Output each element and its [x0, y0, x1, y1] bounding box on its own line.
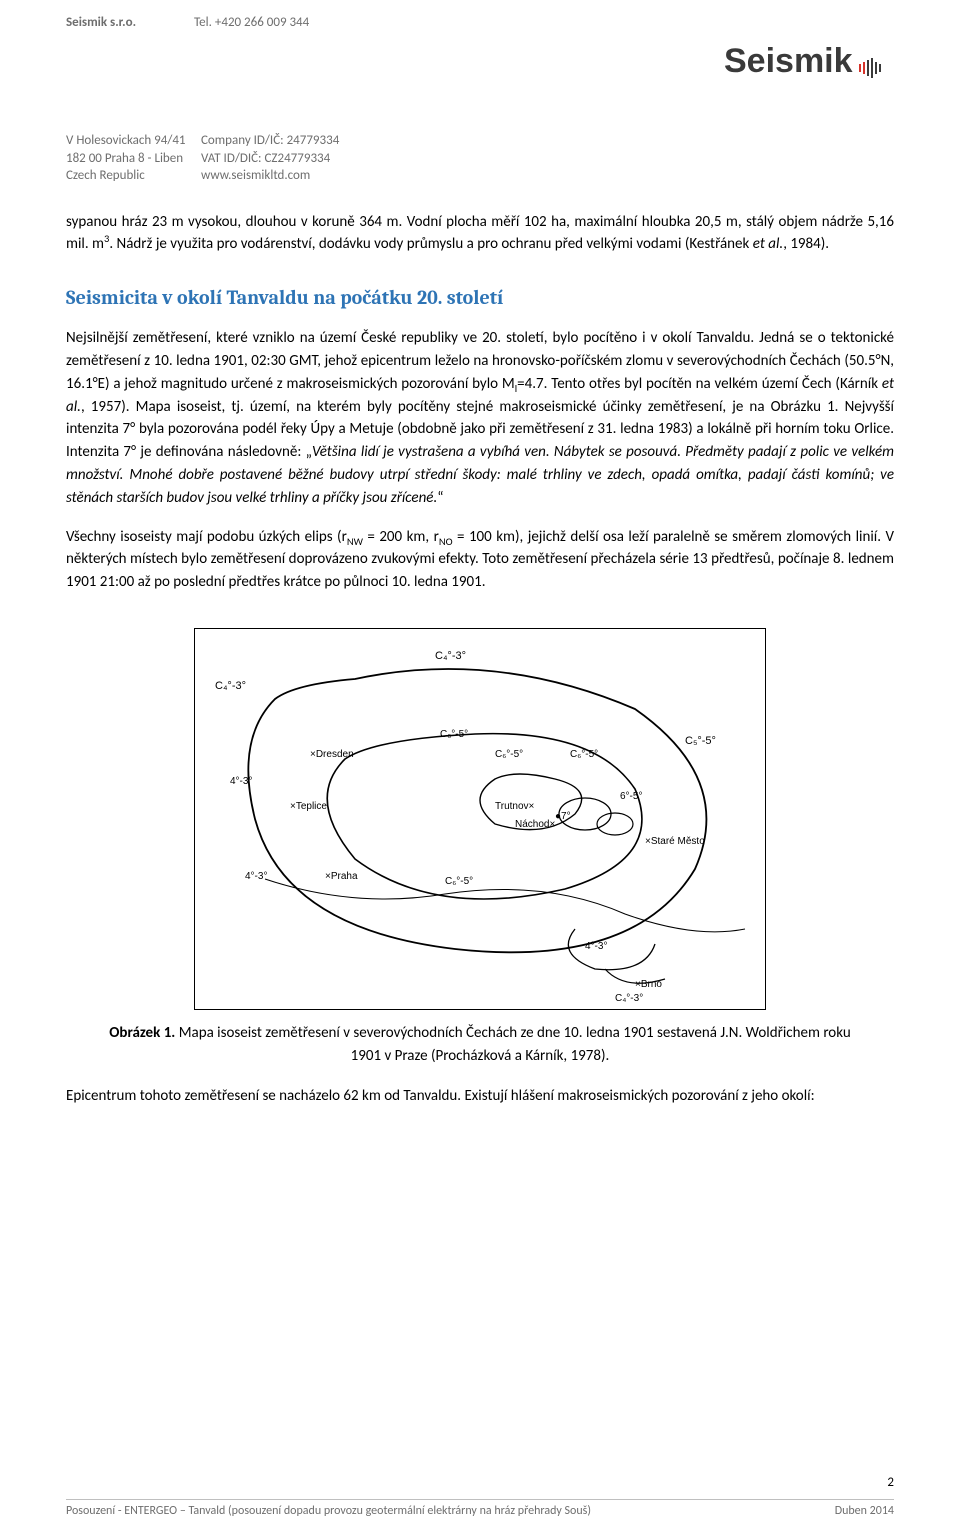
- map-lbl-trutnov: Trutnov×: [495, 801, 535, 812]
- heading-seismicity: Seismicita v okolí Tanvaldu na počátku 2…: [66, 286, 894, 309]
- p1-c: , 1984).: [783, 235, 829, 253]
- p3-a: Všechny isoseisty mají podobu úzkých eli…: [66, 528, 347, 546]
- p2-d: “: [437, 489, 443, 507]
- id-line: Company ID/IČ: 24779334: [201, 132, 491, 150]
- footer: Posouzení - ENTERGEO – Tanvald (posouzen…: [66, 1499, 894, 1518]
- ids-col: Company ID/IČ: 24779334 VAT ID/DIČ: CZ24…: [201, 84, 491, 185]
- p2-b: =4.7. Tento otřes byl pocítěn na velkém …: [517, 375, 882, 393]
- map-lbl-c55c: C₆°-5°: [570, 749, 598, 760]
- map-lbl-dresden: ×Dresden: [310, 749, 354, 760]
- vat-value: CZ24779334: [264, 151, 330, 166]
- paragraph-3: Všechny isoseisty mají podobu úzkých eli…: [66, 526, 894, 594]
- paragraph-2: Nejsilnější zemětřesení, které vzniklo n…: [66, 327, 894, 509]
- figure-isoseist-map: C₄°-3° C₄°-3° C₅°-5° ×Dresden C₆°-5° C₆°…: [194, 628, 766, 1010]
- page: Seismik s.r.o. Tel. +420 266 009 344 Sei…: [0, 0, 960, 1532]
- map-lbl-c65: 6°-5°: [620, 791, 642, 802]
- vat-label: VAT ID/DIČ:: [201, 151, 262, 166]
- map-lbl-left3: 4°-3°: [245, 871, 267, 882]
- vat-line: VAT ID/DIČ: CZ24779334: [201, 150, 491, 168]
- map-lbl-c55a: C₆°-5°: [440, 729, 468, 740]
- p3-b: = 200 km, r: [363, 528, 439, 546]
- addr-line1: V Holesovickach 94/41: [66, 132, 201, 150]
- map-lbl-right: C₅°-5°: [685, 735, 716, 747]
- map-lbl-left2: 4°-3°: [230, 776, 252, 787]
- map-lbl-c43b: 4°-3°: [585, 941, 607, 952]
- caption-text: Mapa isoseist zemětřesení v severovýchod…: [175, 1024, 850, 1065]
- map-lbl-brno2: C₄°-3°: [615, 993, 643, 1004]
- map-lbl-teplice: ×Teplice: [290, 801, 327, 812]
- p1-b: . Nádrž je využita pro vodárenství, dodá…: [109, 235, 752, 253]
- body: sypanou hráz 23 m vysokou, dlouhou v kor…: [66, 185, 894, 1108]
- addr-line3: Czech Republic: [66, 167, 201, 185]
- map-lbl-stare: ×Staré Město: [645, 836, 705, 847]
- company-name: Seismik s.r.o.: [66, 15, 136, 30]
- map-lbl-praha: ×Praha: [325, 871, 358, 882]
- paragraph-4: Epicentrum tohoto zemětřesení se nacháze…: [66, 1085, 894, 1108]
- tel-value: +420 266 009 344: [215, 15, 309, 30]
- map-lbl-brno: ×Brno: [635, 979, 662, 990]
- web-line: www.seismikltd.com: [201, 167, 491, 185]
- map-lbl-c55d: C₆°-5°: [445, 876, 473, 887]
- logo: Seismik: [724, 36, 894, 90]
- logo-text: Seismik: [724, 42, 853, 80]
- footer-left: Posouzení - ENTERGEO – Tanvald (posouzen…: [66, 1504, 591, 1518]
- address-col: V Holesovickach 94/41 182 00 Praha 8 - L…: [66, 84, 201, 185]
- letterhead: Seismik s.r.o. Tel. +420 266 009 344 Sei…: [66, 0, 894, 90]
- caption-bold: Obrázek 1.: [109, 1024, 175, 1042]
- id-label: Company ID/IČ:: [201, 133, 284, 148]
- figure-caption: Obrázek 1. Mapa isoseist zemětřesení v s…: [106, 1022, 854, 1067]
- map-lbl-nachod: Náchod×: [515, 819, 555, 830]
- company-col: Seismik s.r.o.: [66, 14, 194, 32]
- map-lbl-dot: ●7°: [555, 811, 571, 822]
- footer-right: Duben 2014: [835, 1504, 894, 1518]
- p1-it: et al.: [753, 235, 783, 253]
- map-lbl-c55b: C₆°-5°: [495, 749, 523, 760]
- p3-sub2: NO: [439, 535, 453, 548]
- contact-col: Tel. +420 266 009 344: [194, 14, 504, 32]
- page-number: 2: [887, 1475, 894, 1490]
- letterhead-row2: V Holesovickach 94/41 182 00 Praha 8 - L…: [66, 84, 894, 185]
- map-lbl-tl: C₄°-3°: [215, 680, 246, 692]
- paragraph-1: sypanou hráz 23 m vysokou, dlouhou v kor…: [66, 211, 894, 257]
- p3-sub1: NW: [347, 535, 363, 548]
- id-value: 24779334: [287, 133, 340, 148]
- addr-line2: 182 00 Praha 8 - Liben: [66, 150, 201, 168]
- tel-label: Tel.: [194, 15, 212, 30]
- map-lbl-top: C₄°-3°: [435, 650, 466, 662]
